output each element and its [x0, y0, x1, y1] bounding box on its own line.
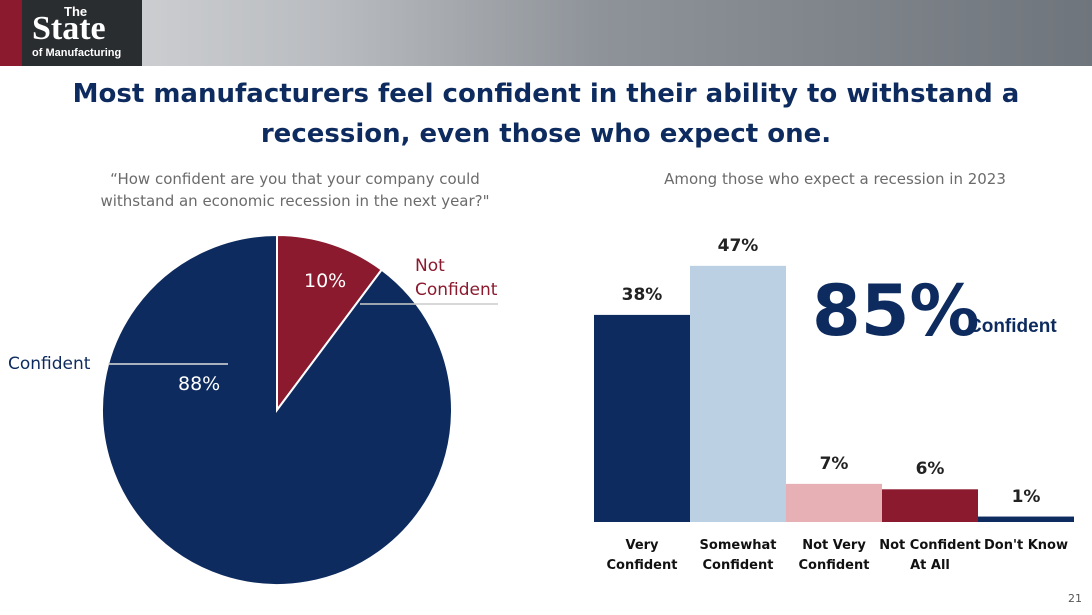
bar [882, 489, 978, 522]
header-red [0, 0, 22, 66]
bar [594, 314, 690, 522]
slice-value-label: 10% [304, 270, 347, 292]
bar-value-label: 7% [819, 453, 849, 474]
x-tick-label: Not Confident At All [879, 538, 981, 573]
annotation-label: Confident [968, 316, 1057, 337]
bar [978, 516, 1074, 522]
annotation-value: 85% [812, 270, 980, 352]
bar-value-label: 6% [915, 459, 945, 480]
pie-slice [276, 233, 384, 414]
header-band [0, 0, 1092, 66]
logo-sub: of Manufacturing [32, 47, 122, 59]
x-tick-label: Not Very Confident [798, 538, 870, 573]
logo-small: The [64, 4, 88, 19]
title: Most manufacturers feel confident in the… [72, 79, 1020, 149]
slice-category-label: Not Confident [415, 256, 498, 300]
pie-slice [101, 233, 453, 586]
logo-big: State [32, 10, 106, 47]
slide-number: 21 [1068, 592, 1082, 605]
x-tick-label: Don't Know [984, 538, 1068, 553]
logo [22, 0, 142, 66]
bar-subtitle: Among those who expect a recession in 20… [664, 170, 1006, 188]
slice-category-label: Confident [8, 354, 91, 374]
bar-value-label: 1% [1011, 486, 1041, 507]
bar-value-label: 38% [621, 284, 663, 305]
pie-subtitle: “How confident are you that your company… [100, 170, 490, 210]
bar [690, 265, 786, 522]
bar [786, 483, 882, 522]
x-tick-label: Very Confident [606, 538, 678, 573]
bar-value-label: 47% [717, 235, 759, 256]
x-tick-label: Somewhat Confident [699, 538, 777, 573]
slice-value-label: 88% [178, 373, 221, 395]
